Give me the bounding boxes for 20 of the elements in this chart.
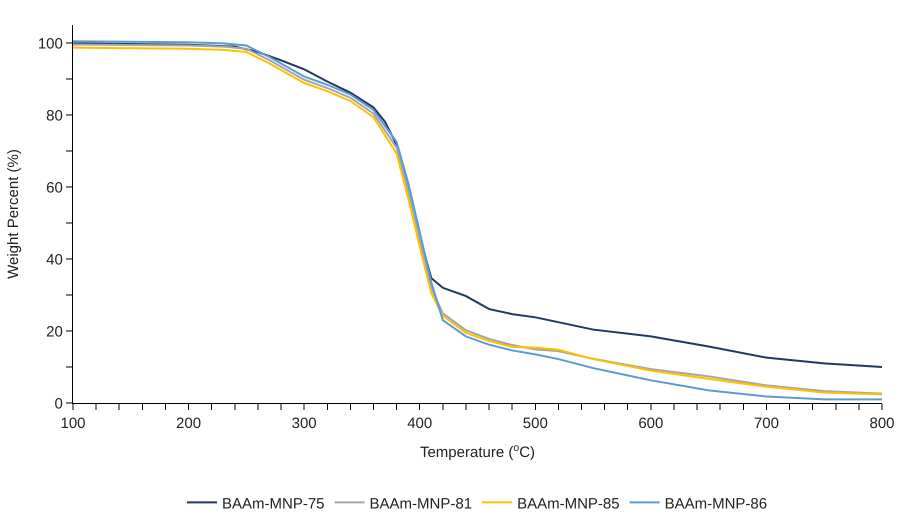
- legend-label: BAAm-MNP-86: [664, 495, 768, 512]
- x-tick-label: 200: [176, 415, 202, 432]
- legend-label: BAAm-MNP-85: [517, 495, 620, 512]
- y-tick-label: 40: [46, 251, 63, 268]
- legend-label: BAAm-MNP-75: [222, 495, 325, 512]
- x-tick-label: 100: [60, 415, 86, 432]
- y-tick-label: 0: [54, 395, 63, 412]
- x-tick-label: 500: [522, 415, 548, 432]
- x-tick-label: 400: [407, 415, 432, 432]
- y-axis-title: Weight Percent (%): [5, 149, 22, 279]
- y-tick-label: 60: [46, 179, 63, 196]
- y-tick-label: 20: [46, 323, 63, 340]
- x-tick-label: 700: [754, 415, 779, 432]
- x-tick-label: 600: [638, 415, 664, 432]
- x-tick-label: 800: [869, 415, 895, 432]
- y-tick-label: 100: [38, 35, 63, 52]
- y-tick-label: 80: [46, 107, 63, 124]
- legend-label: BAAm-MNP-81: [370, 495, 472, 512]
- x-tick-label: 300: [292, 415, 317, 432]
- x-axis-title: Temperature ($^{o}$C): [420, 442, 536, 462]
